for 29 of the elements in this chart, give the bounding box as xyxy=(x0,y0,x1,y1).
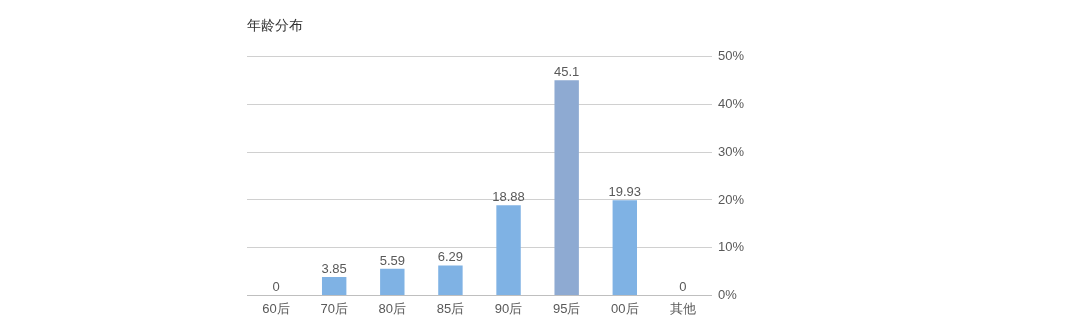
bar xyxy=(612,200,637,295)
bar xyxy=(321,277,347,295)
data-label: 19.93 xyxy=(608,184,642,200)
y-tick-label: 0% xyxy=(717,286,738,302)
x-tick-label: 70后 xyxy=(320,300,348,316)
y-tick-label: 40% xyxy=(717,96,745,112)
data-label: 3.85 xyxy=(321,261,347,277)
data-label: 0 xyxy=(679,279,687,295)
y-tick-label: 10% xyxy=(717,239,745,255)
data-label: 6.29 xyxy=(437,249,464,265)
x-tick-label: 60后 xyxy=(262,300,290,316)
x-tick-label: 00后 xyxy=(611,300,639,316)
x-tick-label: 85后 xyxy=(436,300,465,316)
data-label: 18.88 xyxy=(492,189,525,205)
data-label: 5.59 xyxy=(379,252,405,268)
chart-title: 年龄分布 xyxy=(247,17,303,34)
y-tick-label: 20% xyxy=(717,191,745,207)
x-tick-label: 95后 xyxy=(552,300,581,316)
bar xyxy=(438,265,463,295)
y-tick-label: 50% xyxy=(717,48,745,64)
y-tick-label: 30% xyxy=(717,143,745,159)
x-tick-label: 90后 xyxy=(494,300,523,316)
bar xyxy=(496,205,521,295)
bar xyxy=(380,268,405,295)
data-label: 45.1 xyxy=(554,64,580,80)
x-tick-label: 80后 xyxy=(378,300,407,316)
data-label: 0 xyxy=(272,279,280,295)
bar xyxy=(554,80,579,295)
x-tick-label: 其他 xyxy=(669,300,696,316)
